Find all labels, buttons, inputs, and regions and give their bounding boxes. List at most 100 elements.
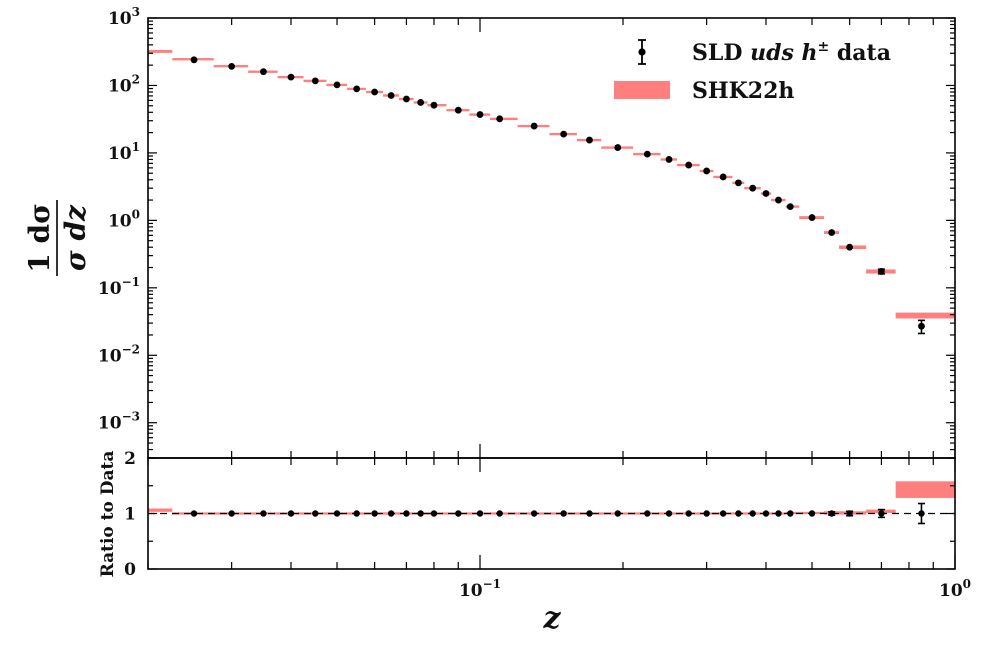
data-point <box>496 115 504 123</box>
ratio-point <box>333 510 341 517</box>
ratio-point <box>749 510 756 517</box>
data-point <box>430 101 438 109</box>
ratio-point <box>228 510 235 517</box>
y-tick-label: 10−3 <box>98 410 140 434</box>
data-point <box>749 184 757 192</box>
model-band <box>895 312 955 319</box>
y-tick-label: 100 <box>108 207 140 231</box>
ratio-point <box>371 510 378 517</box>
ratio-point <box>918 510 925 517</box>
y-tick-label: 101 <box>108 140 140 164</box>
ratio-point <box>430 510 438 517</box>
legend-label-model: SHK22h <box>692 78 794 104</box>
ratio-point <box>719 510 727 517</box>
ratio-point <box>403 510 410 517</box>
data-point <box>808 214 816 221</box>
data-point <box>190 56 198 64</box>
data-point <box>586 136 593 144</box>
x-tick-label: 100 <box>939 577 971 601</box>
ratio-point <box>417 510 424 517</box>
model-bands-ratio <box>148 481 955 515</box>
x-tick-label: 10−1 <box>459 577 501 601</box>
data-point <box>476 111 484 118</box>
ratio-model-band <box>785 511 825 515</box>
data-point <box>333 81 341 89</box>
main-axes: 103 102 101 100 10−1 10−2 10−3 <box>98 5 956 459</box>
ratio-point <box>665 510 673 517</box>
legend-band-swatch <box>614 81 670 99</box>
data-point <box>403 95 410 103</box>
main-frame <box>147 17 956 459</box>
ratio-model-band <box>148 508 173 512</box>
ratio-point <box>287 510 295 517</box>
x-axis-label: z <box>542 601 561 636</box>
y-axis-fraction: 1 dσ σ dz <box>23 200 92 276</box>
ratio-point <box>787 510 794 517</box>
ratio-y-axis-label: Ratio to Data <box>98 451 118 578</box>
data-point <box>387 92 395 99</box>
ratio-point <box>644 510 651 517</box>
y-axis-numerator: 1 dσ <box>23 203 56 272</box>
data-point <box>371 88 379 96</box>
data-point <box>311 77 319 85</box>
data-point <box>735 179 742 187</box>
data-point <box>287 73 295 81</box>
ratio-point <box>260 510 267 517</box>
data-points-ratio <box>148 502 955 525</box>
ratio-point <box>586 510 593 517</box>
ratio-axes: 0 1 2 10−1 100 <box>124 449 971 601</box>
legend: SLD uds h± data SHK22h <box>614 39 891 104</box>
model-band <box>148 49 173 53</box>
y-tick-label: 103 <box>108 5 140 29</box>
data-point <box>614 144 622 151</box>
main-panel: 103 102 101 100 10−1 10−2 10−3 SLD uds h± data… <box>23 5 956 459</box>
data-point <box>530 122 538 130</box>
y-axis-label: 1 dσ σ dz <box>23 200 92 276</box>
ratio-point <box>846 510 853 517</box>
y-tick-label: 10−2 <box>98 342 140 366</box>
data-point <box>228 62 236 70</box>
ratio-point <box>530 510 538 517</box>
model-band <box>490 117 518 121</box>
data-point <box>353 85 361 93</box>
data-point <box>260 68 267 76</box>
ratio-point <box>496 510 503 517</box>
legend-point <box>638 48 646 56</box>
data-point <box>685 161 693 169</box>
y-tick-label: 102 <box>108 72 140 96</box>
ratio-point <box>735 510 742 517</box>
ratio-model-band <box>895 481 955 498</box>
data-point <box>828 229 836 236</box>
data-point <box>775 196 782 204</box>
ratio-point <box>387 510 395 517</box>
ratio-point <box>614 510 621 517</box>
ratio-y-tick-label: 1 <box>124 505 136 525</box>
ratio-y-tick-label: 2 <box>124 449 136 469</box>
data-point <box>703 167 711 175</box>
data-point <box>560 130 568 138</box>
ratio-model-band <box>517 512 786 515</box>
data-point <box>918 322 925 330</box>
data-point <box>417 99 425 106</box>
y-axis-denominator: σ dz <box>59 204 92 271</box>
y-tick-label: 10−1 <box>98 275 140 299</box>
ratio-axis-labels: Ratio to Data z <box>98 451 561 636</box>
ratio-y-tick-label: 0 <box>124 560 136 580</box>
ratio-point <box>353 510 360 517</box>
ratio-point <box>703 510 710 517</box>
data-point <box>846 243 854 251</box>
ratio-point <box>560 510 567 517</box>
ratio-point <box>685 510 692 517</box>
data-point <box>665 156 673 163</box>
model-bands-main <box>148 49 955 319</box>
ratio-point <box>190 510 198 517</box>
data-point <box>454 106 462 114</box>
data-point <box>719 173 727 181</box>
ratio-point <box>312 510 319 517</box>
ratio-point <box>808 510 816 517</box>
ratio-point <box>762 510 770 517</box>
ratio-panel: 0 1 2 10−1 100 Ratio to Data z <box>98 449 971 636</box>
legend-label-data: SLD uds h± data <box>692 39 891 66</box>
ratio-point <box>455 510 462 517</box>
